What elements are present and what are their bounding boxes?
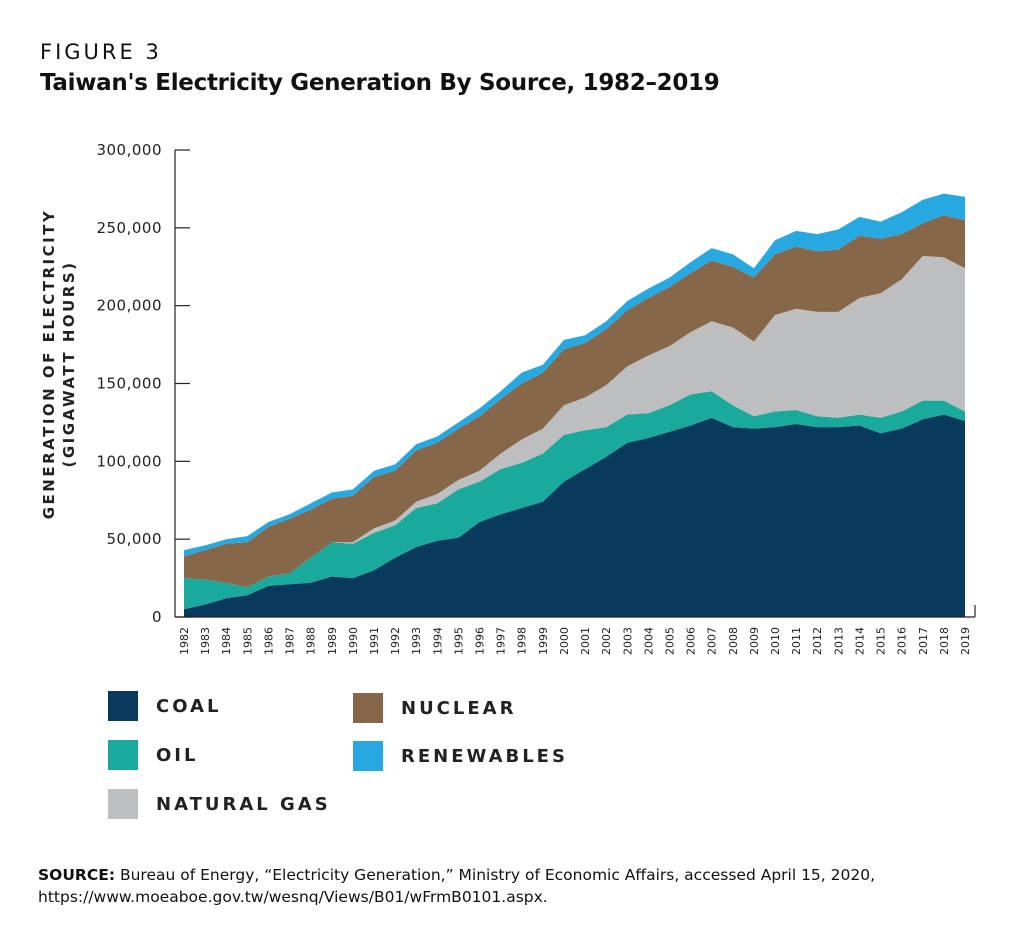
x-tick-label: 2008 (727, 627, 740, 655)
source-label: SOURCE: (38, 866, 116, 884)
y-tick-label: 100,000 (96, 452, 162, 470)
y-tick-label: 150,000 (96, 375, 162, 393)
y-tick-label: 250,000 (96, 219, 162, 237)
x-tick-label: 2000 (558, 627, 571, 655)
x-tick-label: 1998 (516, 627, 529, 655)
x-tick-label: 1988 (305, 627, 318, 655)
x-tick-label: 1999 (537, 627, 550, 655)
x-tick-label: 2012 (811, 627, 824, 655)
x-tick-label: 2003 (621, 627, 634, 655)
x-tick-label: 2011 (790, 627, 803, 655)
x-tick-label: 1984 (220, 627, 233, 655)
y-tick-label: 0 (152, 608, 162, 626)
x-tick-label: 2013 (832, 627, 845, 655)
x-tick-label: 1995 (452, 627, 465, 655)
area-natural-gas (184, 255, 965, 588)
source-url: https://www.moeaboe.gov.tw/wesnq/Views/B… (38, 888, 548, 906)
x-tick-label: 2005 (664, 627, 677, 655)
area-coal (184, 414, 965, 617)
x-tick-label: 1994 (431, 627, 444, 655)
y-tick-label: 50,000 (107, 530, 163, 548)
x-tick-label: 2001 (579, 627, 592, 655)
x-tick-label: 1991 (368, 627, 381, 655)
x-tick-label: 2018 (938, 627, 951, 655)
x-tick-label: 1986 (262, 627, 275, 655)
x-tick-label: 2014 (854, 627, 867, 655)
x-tick-label: 2009 (748, 627, 761, 655)
y-axis-label: GENERATION OF ELECTRICITY (40, 209, 58, 520)
x-tick-label: 2002 (600, 627, 613, 655)
area-nuclear (184, 215, 965, 588)
x-tick-label: 1987 (284, 627, 297, 655)
x-tick-label: 1982 (178, 627, 191, 655)
x-tick-label: 1992 (389, 627, 402, 655)
x-tick-label: 2010 (769, 627, 782, 655)
x-tick-label: 2019 (959, 627, 972, 655)
x-tick-label: 2017 (917, 627, 930, 655)
source-text: Bureau of Energy, “Electricity Generatio… (119, 866, 876, 884)
figure-number: FIGURE 3 (40, 40, 162, 64)
x-tick-label: 2016 (896, 627, 909, 655)
y-tick-label: 300,000 (96, 141, 162, 159)
x-tick-label: 2006 (685, 627, 698, 655)
x-tick-label: 1996 (474, 627, 487, 655)
chart-title: Taiwan's Electricity Generation By Sourc… (40, 70, 720, 96)
x-tick-label: 1985 (241, 627, 254, 655)
area-oil (184, 391, 965, 610)
x-tick-label: 2004 (642, 627, 655, 655)
x-tick-label: 1990 (347, 627, 360, 655)
x-tick-label: 1997 (495, 627, 508, 655)
x-tick-label: 1993 (410, 627, 423, 655)
x-tick-label: 2015 (875, 627, 888, 655)
x-tick-label: 1983 (199, 627, 212, 655)
y-axis-label-units: (GIGAWATT HOURS) (60, 260, 78, 467)
area-renewables (184, 193, 965, 557)
x-tick-label: 2007 (706, 627, 719, 655)
source-note: SOURCE: Bureau of Energy, “Electricity G… (38, 864, 998, 908)
y-tick-label: 200,000 (96, 297, 162, 315)
x-tick-label: 1989 (326, 627, 339, 655)
